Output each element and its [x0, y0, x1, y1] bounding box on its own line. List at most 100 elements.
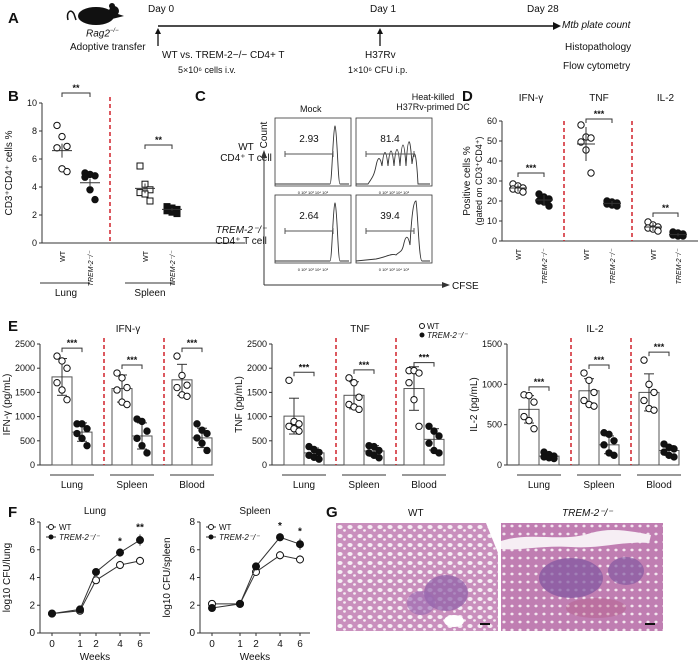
svg-text:Spleen: Spleen [116, 480, 147, 491]
svg-text:0: 0 [262, 460, 267, 470]
svg-text:***: *** [526, 163, 537, 173]
svg-text:6: 6 [137, 639, 143, 650]
svg-text:6: 6 [29, 545, 35, 556]
svg-text:6: 6 [297, 639, 303, 650]
svg-text:TREM-2⁻/⁻: TREM-2⁻/⁻ [610, 248, 617, 285]
svg-text:500: 500 [20, 436, 35, 446]
svg-text:WT: WT [60, 250, 67, 262]
svg-text:(gated on CD3⁺CD4⁺): (gated on CD3⁺CD4⁺) [474, 136, 484, 225]
svg-text:20: 20 [487, 196, 497, 206]
svg-text:Weeks: Weeks [240, 652, 270, 663]
svg-text:TNF: TNF [350, 324, 369, 335]
svg-text:0: 0 [32, 238, 37, 248]
c-row-wt: WT CD4⁺ T cell [220, 142, 272, 164]
svg-text:***: *** [534, 377, 545, 387]
svg-text:CD3⁺CD4⁺ cells %: CD3⁺CD4⁺ cells % [4, 130, 15, 215]
svg-text:CFSE: CFSE [452, 281, 479, 292]
svg-text:*: * [118, 536, 122, 547]
c-col-mock: Mock [300, 104, 322, 114]
svg-text:Blood: Blood [179, 480, 205, 491]
transfer-line1: WT vs. TREM-2−/− CD4+ T [162, 50, 285, 61]
svg-text:1: 1 [77, 639, 83, 650]
readout-plate-count: Mtb plate count [562, 20, 631, 31]
svg-text:Lung: Lung [84, 506, 106, 517]
panel-label-f: F [8, 504, 18, 521]
svg-text:IL-2: IL-2 [586, 324, 604, 335]
day28-label: Day 28 [527, 4, 559, 15]
svg-text:IFN-γ: IFN-γ [116, 324, 140, 335]
svg-text:WT: WT [584, 248, 591, 260]
svg-text:**: ** [155, 135, 163, 145]
svg-text:6: 6 [189, 545, 195, 556]
svg-text:2500: 2500 [15, 339, 35, 349]
chart-d: 0 10 20 30 40 50 60 Positive cells % (gated on C… [462, 93, 698, 285]
svg-text:TNF: TNF [589, 93, 608, 104]
svg-text:2000: 2000 [247, 363, 267, 373]
svg-text:***: *** [419, 353, 430, 363]
svg-text:0: 0 [492, 236, 497, 246]
svg-text:TREM-2⁻/⁻: TREM-2⁻/⁻ [676, 248, 683, 285]
mouse-strain: Rag2 [86, 28, 110, 40]
chart-c-flow: Count CFSE 2.93 0 10² 10³ 10⁴ 10⁵ 81.4 0 10² … [259, 117, 479, 292]
svg-text:TREM-2⁻/⁻: TREM-2⁻/⁻ [542, 248, 549, 285]
svg-text:Spleen: Spleen [239, 506, 270, 517]
svg-text:Blood: Blood [411, 480, 437, 491]
transfer-line2: 5×10⁶ cells i.v. [178, 65, 236, 75]
svg-text:WT: WT [219, 523, 232, 532]
svg-text:*: * [278, 521, 282, 532]
svg-text:IFN-γ: IFN-γ [519, 93, 543, 104]
svg-text:WT: WT [59, 523, 72, 532]
svg-text:IFN-γ (pg/mL): IFN-γ (pg/mL) [2, 374, 13, 436]
svg-text:log10 CFU/spleen: log10 CFU/spleen [162, 537, 173, 617]
svg-text:Spleen: Spleen [348, 480, 379, 491]
svg-text:Count: Count [259, 121, 270, 148]
svg-text:***: *** [594, 355, 605, 365]
svg-text:81.4: 81.4 [380, 134, 400, 145]
day1-label: Day 1 [370, 4, 397, 15]
svg-text:10: 10 [487, 216, 497, 226]
svg-text:0: 0 [497, 460, 502, 470]
svg-text:WT: WT [427, 322, 440, 331]
svg-text:***: *** [299, 362, 310, 372]
svg-text:WT: WT [516, 248, 523, 260]
svg-text:***: *** [359, 360, 370, 370]
g-title-trem: TREM-2⁻/⁻ [562, 508, 613, 519]
svg-text:4: 4 [277, 639, 283, 650]
infection-line1: H37Rv [365, 50, 396, 61]
svg-text:WT: WT [143, 250, 150, 262]
histology-image-wt [336, 523, 498, 631]
svg-text:log10 CFU/lung: log10 CFU/lung [2, 543, 13, 612]
svg-text:Positive cells %: Positive cells % [462, 146, 473, 216]
svg-text:0: 0 [30, 460, 35, 470]
svg-text:***: *** [187, 338, 198, 348]
svg-text:2: 2 [253, 639, 259, 650]
svg-text:Lung: Lung [55, 288, 77, 299]
svg-text:2: 2 [93, 639, 99, 650]
chart-e-il2: 0 500 1000 1500 IL-2 (pg/mL) IL-2 *** Lung *** Sp… [469, 324, 681, 491]
svg-text:***: *** [127, 355, 138, 365]
svg-text:1000: 1000 [15, 412, 35, 422]
svg-text:IL-2 (pg/mL): IL-2 (pg/mL) [469, 377, 480, 431]
svg-text:2.93: 2.93 [299, 134, 319, 145]
chart-e-tnf: 0 500 1000 1500 2000 2500 TNF (pg/mL) TNF *** Lun… [234, 322, 468, 491]
svg-text:Spleen: Spleen [583, 480, 614, 491]
svg-text:0 10² 10³ 10⁴ 10⁵: 0 10² 10³ 10⁴ 10⁵ [298, 267, 329, 272]
svg-text:40: 40 [487, 156, 497, 166]
svg-text:**: ** [136, 522, 144, 533]
svg-text:2: 2 [189, 600, 195, 611]
svg-text:Lung: Lung [293, 480, 315, 491]
panel-label-b: B [8, 88, 19, 105]
svg-text:2: 2 [29, 600, 35, 611]
svg-text:TREM-2⁻/⁻: TREM-2⁻/⁻ [219, 533, 260, 542]
svg-text:60: 60 [487, 116, 497, 126]
svg-text:2000: 2000 [15, 363, 35, 373]
histology-image-trem2 [501, 523, 663, 631]
svg-text:2500: 2500 [247, 339, 267, 349]
svg-text:1500: 1500 [247, 387, 267, 397]
svg-text:**: ** [662, 203, 670, 213]
svg-text:Spleen: Spleen [134, 288, 165, 299]
svg-text:2: 2 [32, 210, 37, 220]
svg-text:1500: 1500 [482, 339, 502, 349]
